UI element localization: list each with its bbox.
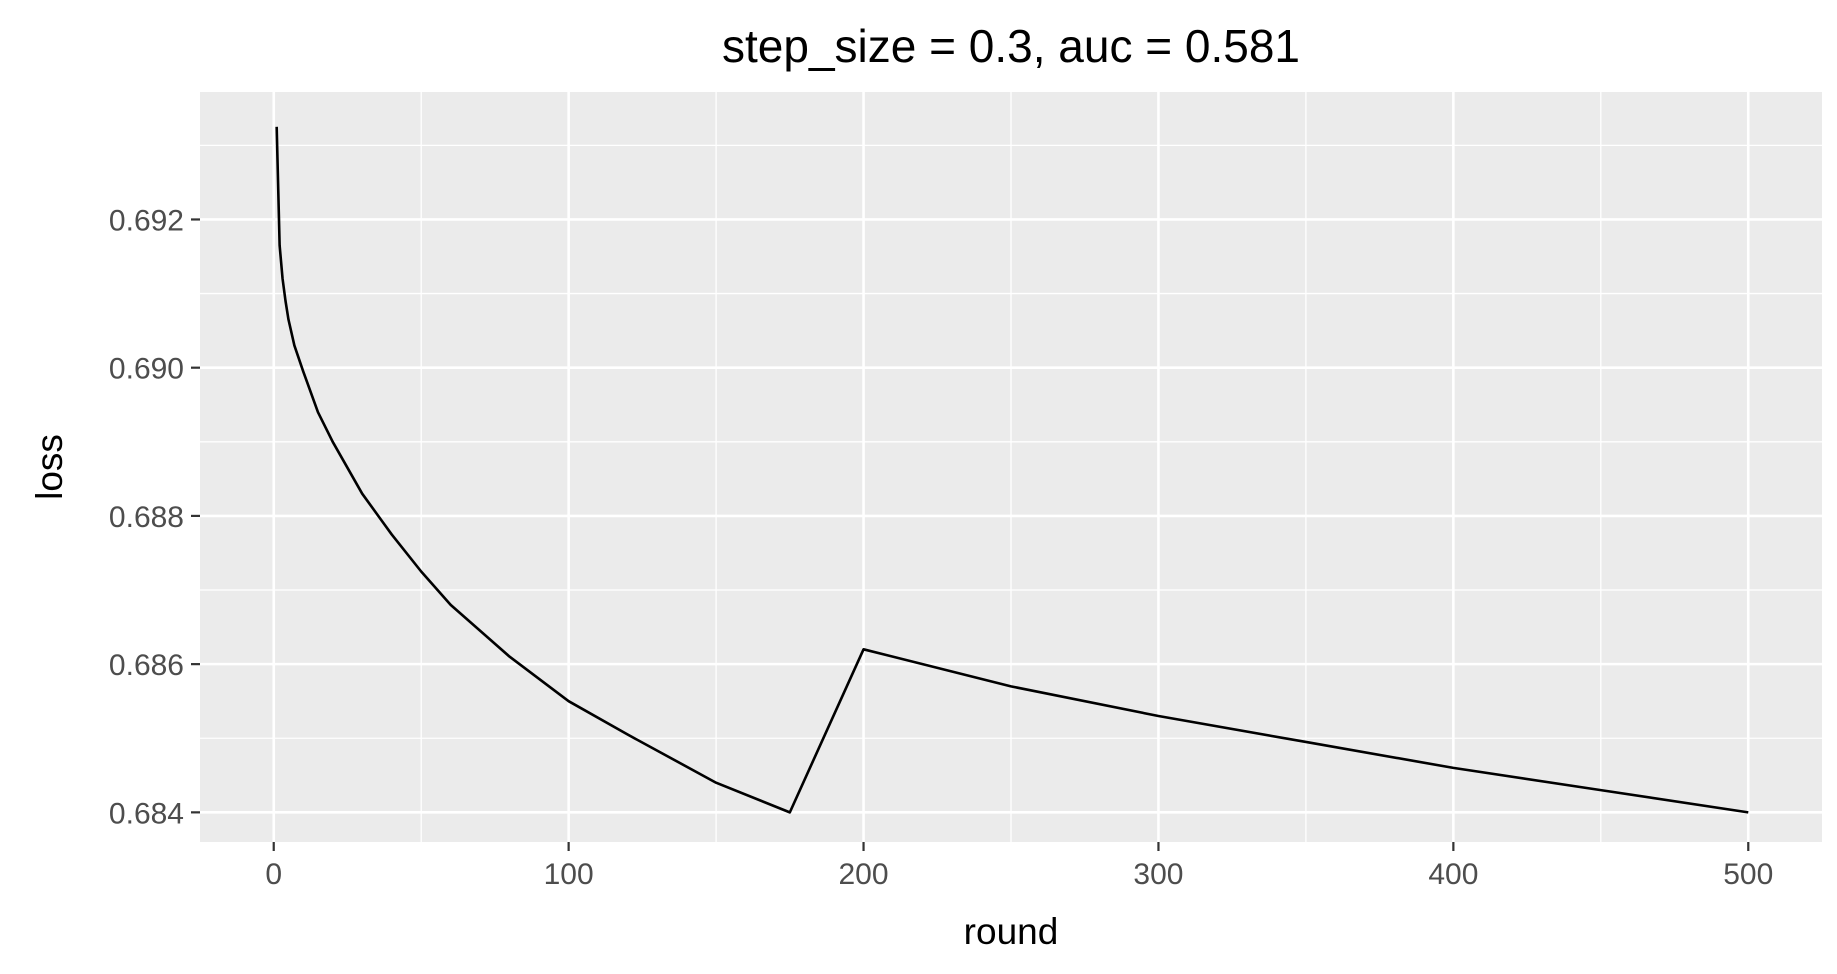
x-tick-label: 400	[1428, 858, 1478, 891]
x-axis: 0 100 200 300 400 500	[265, 842, 1773, 891]
y-tick-label: 0.690	[109, 353, 184, 386]
y-tick-label: 0.692	[109, 204, 184, 237]
x-tick-label: 0	[265, 858, 282, 891]
minor-gridlines	[200, 92, 1822, 842]
x-axis-title: round	[964, 911, 1059, 952]
y-tick-label: 0.686	[109, 649, 184, 682]
x-tick-label: 200	[839, 858, 889, 891]
x-tick-label: 300	[1133, 858, 1183, 891]
y-tick-label: 0.684	[109, 797, 184, 830]
x-tick-label: 100	[544, 858, 594, 891]
y-tick-label: 0.688	[109, 501, 184, 534]
major-gridlines	[200, 92, 1822, 842]
y-axis: 0.684 0.686 0.688 0.690 0.692	[109, 204, 200, 830]
x-tick-label: 500	[1723, 858, 1773, 891]
chart-title: step_size = 0.3, auc = 0.581	[722, 20, 1300, 72]
y-axis-title: loss	[29, 434, 70, 500]
series-group	[275, 126, 1749, 814]
series-line-0	[275, 126, 1749, 814]
